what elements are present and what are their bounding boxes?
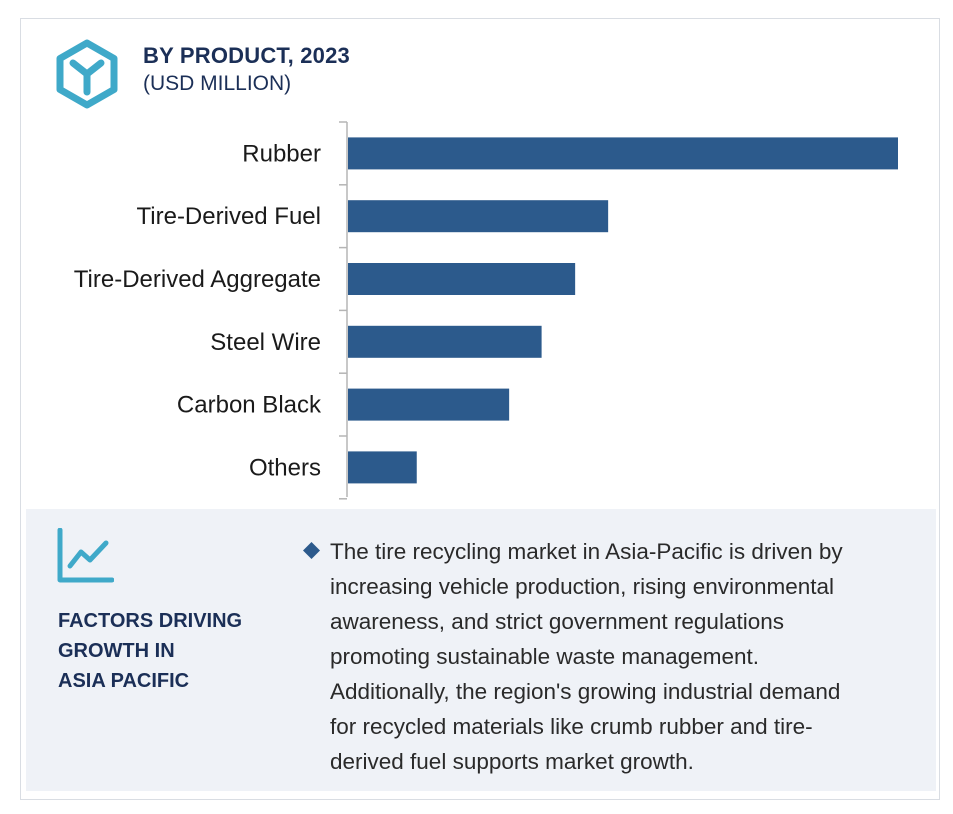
category-label: Others [249, 454, 321, 481]
category-label: Carbon Black [177, 392, 322, 419]
category-label: Steel Wire [210, 329, 321, 356]
category-label: Tire-Derived Fuel [137, 203, 322, 230]
chart-subtitle: (USD MILLION) [143, 72, 292, 95]
description-line: The tire recycling market in Asia-Pacifi… [330, 539, 843, 564]
bar [348, 388, 510, 421]
category-label: Rubber [242, 140, 321, 167]
description-line: awareness, and strict government regulat… [330, 609, 784, 634]
trend-line-chart-icon [57, 528, 114, 583]
factors-panel [26, 509, 936, 791]
diamond-bullet-icon [303, 542, 320, 559]
hexagon-y-logo-icon [56, 39, 118, 109]
description-line: increasing vehicle production, rising en… [330, 574, 835, 599]
description-line: Additionally, the region's growing indus… [330, 679, 841, 704]
factors-heading-line: FACTORS DRIVING [58, 610, 243, 632]
chart-title: BY PRODUCT, 2023 [143, 43, 350, 68]
bar [348, 200, 609, 233]
factors-heading: FACTORS DRIVING GROWTH IN ASIA PACIFIC [58, 606, 288, 696]
description-line: promoting sustainable waste management. [330, 644, 759, 669]
bar [348, 263, 576, 295]
category-label: Tire-Derived Aggregate [74, 266, 321, 293]
factors-heading-line: ASIA PACIFIC [58, 670, 190, 692]
bar [348, 137, 898, 170]
factors-description: The tire recycling market in Asia-Pacifi… [330, 534, 930, 779]
bar [348, 451, 417, 484]
bar-chart: Rubber Tire-Derived Fuel Tire-Derived Aggr… [74, 121, 898, 500]
bar [348, 325, 542, 358]
description-line: for recycled materials like crumb rubber… [330, 714, 813, 739]
description-line: derived fuel supports market growth. [330, 749, 694, 774]
factors-heading-line: GROWTH IN [58, 640, 175, 662]
